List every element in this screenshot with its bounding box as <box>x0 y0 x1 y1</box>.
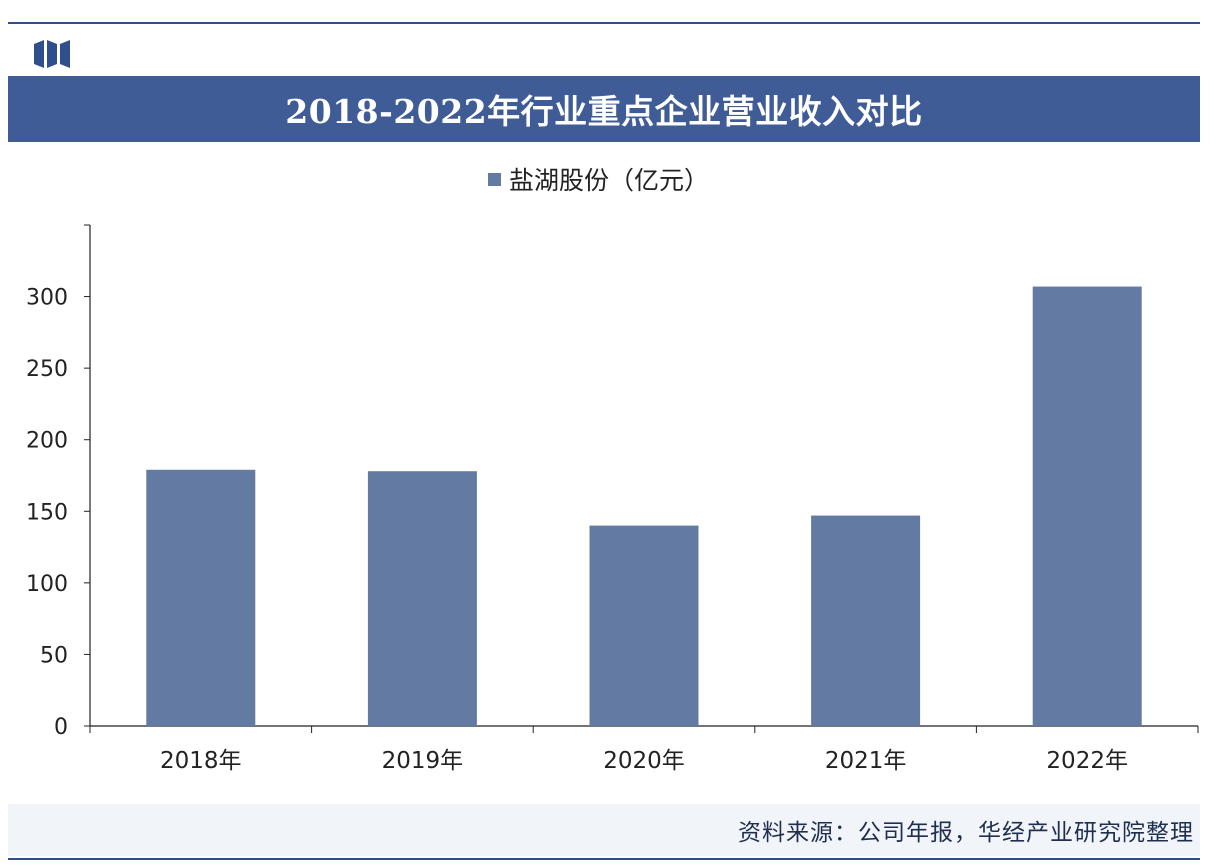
title-bar: 2018-2022年行业重点企业营业收入对比 <box>8 76 1200 142</box>
x-tick-label: 2019年 <box>382 748 464 774</box>
y-tick-label: 50 <box>40 643 68 668</box>
legend-label: 盐湖股份（亿元） <box>509 166 710 195</box>
x-tick-label: 2021年 <box>825 748 907 774</box>
source-note: 资料来源：公司年报，华经产业研究院整理 <box>738 820 1194 846</box>
legend: 盐湖股份（亿元） <box>488 163 709 195</box>
top-rule <box>8 22 1200 24</box>
x-tick-label: 2020年 <box>603 748 685 774</box>
bar <box>811 515 921 726</box>
x-tick-label: 2022年 <box>1046 748 1128 774</box>
bar <box>589 525 699 726</box>
chart-title: 2018-2022年行业重点企业营业收入对比 <box>285 92 923 131</box>
bar <box>146 469 256 726</box>
bar <box>1032 286 1142 726</box>
y-tick-label: 100 <box>26 572 68 597</box>
y-tick-label: 300 <box>26 286 68 311</box>
footer-bar <box>8 804 1200 856</box>
x-tick-label: 2018年 <box>160 748 242 774</box>
y-tick-label: 0 <box>54 715 68 740</box>
logo-icon <box>34 40 70 68</box>
legend-swatch <box>488 172 501 186</box>
y-tick-label: 200 <box>26 429 68 454</box>
y-tick-label: 150 <box>26 500 68 525</box>
y-tick-label: 250 <box>26 357 68 382</box>
bar <box>367 471 477 726</box>
bottom-rule <box>8 858 1200 860</box>
